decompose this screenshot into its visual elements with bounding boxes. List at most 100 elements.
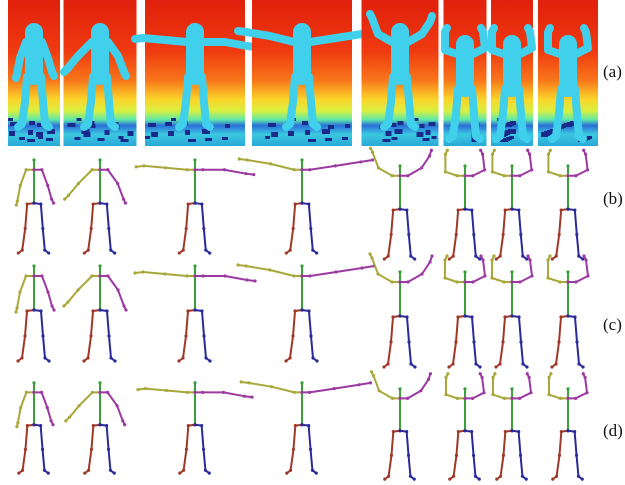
joint	[334, 270, 337, 273]
depth-noise	[151, 132, 158, 137]
depth-noise	[302, 121, 308, 125]
right-arm	[100, 276, 126, 310]
joint	[483, 168, 486, 171]
joint	[463, 174, 466, 177]
joint	[15, 425, 18, 428]
depth-noise	[420, 124, 425, 128]
depth-noise	[75, 137, 81, 140]
joint	[479, 372, 482, 375]
joint	[551, 478, 554, 481]
joint	[581, 257, 584, 260]
joint	[383, 478, 386, 481]
joint	[430, 149, 433, 152]
depth-noise	[510, 121, 516, 125]
joint	[223, 274, 226, 277]
joint	[98, 381, 101, 384]
joint	[557, 340, 560, 343]
joint	[208, 472, 211, 475]
joint	[575, 340, 578, 343]
joint	[521, 475, 524, 478]
joint	[510, 270, 513, 273]
joint	[300, 264, 303, 267]
joint	[494, 365, 497, 368]
joint	[510, 429, 513, 432]
joint	[24, 274, 27, 277]
joint	[288, 356, 291, 359]
joint	[77, 182, 80, 185]
joint	[177, 359, 180, 362]
joint	[98, 201, 101, 204]
joint	[294, 424, 297, 427]
joint	[368, 252, 371, 255]
joint	[392, 430, 395, 433]
joint	[502, 454, 505, 457]
joint	[510, 387, 513, 390]
joint	[208, 359, 211, 362]
joint	[504, 430, 507, 433]
joint	[300, 158, 303, 161]
joint	[291, 334, 294, 337]
joint	[178, 472, 181, 475]
depth-noise	[288, 131, 294, 136]
joint	[391, 174, 394, 177]
joint	[558, 454, 561, 457]
joint	[398, 207, 401, 210]
joint	[559, 397, 562, 400]
joint	[566, 280, 569, 283]
joint	[32, 423, 35, 426]
joint	[32, 381, 35, 384]
joint	[584, 376, 587, 379]
joint	[491, 170, 494, 173]
joint	[32, 201, 35, 204]
joint	[113, 472, 116, 475]
joint	[575, 454, 578, 457]
joint	[16, 200, 19, 203]
joint	[376, 272, 379, 275]
depth-noise	[188, 139, 196, 142]
joint	[389, 340, 392, 343]
joint	[193, 168, 196, 171]
joint	[164, 166, 167, 169]
depth-noise	[222, 137, 228, 140]
joint	[470, 315, 473, 318]
joint	[446, 149, 449, 152]
depth-noise	[119, 136, 124, 139]
depth-noise	[225, 124, 230, 128]
joint	[517, 315, 520, 318]
depth-noise	[121, 139, 129, 142]
joint	[566, 387, 569, 390]
joint	[270, 385, 273, 388]
joint	[577, 475, 580, 478]
depth-noise	[145, 136, 150, 139]
joint	[109, 249, 112, 252]
joint	[443, 258, 446, 261]
joint	[420, 166, 423, 169]
joint	[285, 472, 288, 475]
joint	[63, 198, 66, 201]
joint	[15, 203, 18, 206]
joint	[446, 372, 449, 375]
joint	[413, 478, 416, 481]
joint	[510, 164, 513, 167]
left-arm	[16, 276, 34, 312]
joint	[555, 255, 558, 258]
joint	[407, 340, 410, 343]
joint	[398, 314, 401, 317]
depth-noise	[68, 123, 76, 127]
depth-noise	[508, 129, 516, 134]
joint	[16, 421, 19, 424]
skeleton	[491, 149, 533, 261]
joint	[456, 397, 459, 400]
left-arm	[445, 150, 465, 175]
joint	[116, 404, 119, 407]
joint	[294, 202, 297, 205]
joint	[521, 362, 524, 365]
joint	[17, 251, 20, 254]
joint	[17, 472, 20, 475]
joint	[181, 356, 184, 359]
joint	[293, 309, 296, 312]
joint	[240, 380, 243, 383]
joint	[315, 472, 318, 475]
joint	[427, 378, 430, 381]
joint	[566, 207, 569, 210]
